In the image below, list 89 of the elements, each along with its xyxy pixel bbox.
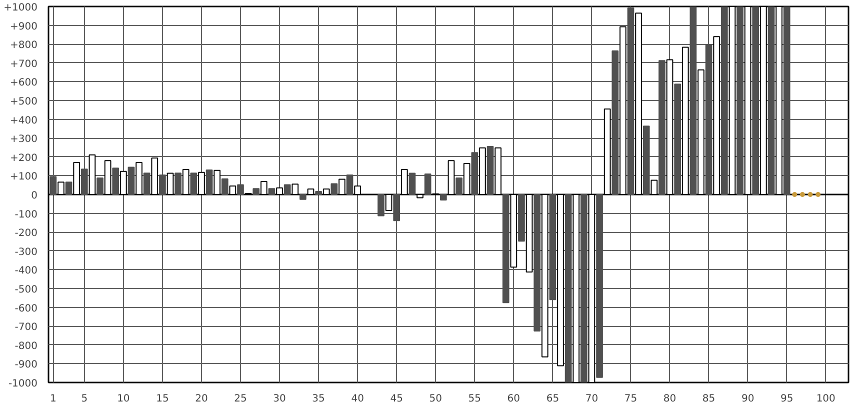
bar	[408, 172, 416, 195]
bar	[456, 177, 462, 195]
bar	[768, 6, 775, 195]
x-tick-label: 35	[312, 394, 325, 404]
bar	[518, 194, 525, 242]
x-tick-label: 1	[50, 394, 56, 404]
x-tick-label: 30	[273, 394, 286, 404]
x-tick-label: 5	[81, 394, 88, 404]
x-tick-label: 95	[780, 394, 794, 404]
y-tick-label: -400	[14, 266, 38, 277]
y-tick-label: +600	[10, 78, 38, 89]
y-tick-label: -1000	[8, 378, 38, 390]
bar	[502, 194, 510, 304]
bar	[237, 184, 244, 195]
bar	[252, 188, 260, 195]
y-tick-label: +300	[10, 134, 38, 146]
bar	[143, 172, 150, 195]
bar	[690, 6, 697, 195]
bar	[736, 6, 744, 195]
x-tick-label: 45	[390, 394, 403, 404]
bar	[627, 8, 634, 195]
bar	[159, 174, 166, 195]
bar	[424, 174, 432, 195]
x-tick-label: 70	[585, 394, 598, 404]
bar	[190, 172, 198, 195]
bar	[346, 174, 354, 195]
x-tick-label: 25	[234, 394, 247, 404]
y-tick-label: -200	[14, 228, 38, 240]
bar	[720, 6, 728, 195]
bar	[783, 6, 790, 195]
y-tick-label: +100	[10, 172, 38, 183]
bar	[674, 84, 681, 195]
bar	[612, 50, 619, 195]
x-tick-label: 20	[195, 394, 208, 404]
y-tick-label: -700	[14, 322, 38, 334]
bar	[300, 194, 306, 200]
y-tick-label: +900	[10, 21, 38, 32]
y-tick-label: -800	[14, 340, 38, 352]
bar	[486, 146, 494, 195]
x-tick-label: 60	[507, 394, 520, 404]
x-tick-label: 50	[429, 394, 442, 404]
bar	[284, 184, 291, 195]
y-tick-label: -100	[14, 209, 38, 220]
bar	[642, 126, 650, 195]
x-tick-label: 90	[741, 394, 754, 404]
bar	[534, 194, 541, 332]
bar	[315, 190, 322, 195]
y-tick-label: -900	[14, 360, 38, 371]
bar	[580, 194, 588, 382]
bar	[128, 166, 135, 195]
y-tick-label: -600	[14, 303, 38, 314]
y-tick-label: -500	[14, 284, 38, 296]
bar	[65, 182, 72, 195]
bar	[658, 60, 666, 195]
bar	[378, 194, 384, 216]
y-tick-label: 0	[31, 190, 38, 202]
x-tick-label: 10	[117, 394, 130, 404]
x-tick-label: 65	[546, 394, 560, 404]
y-tick-label: +400	[10, 115, 38, 126]
bar	[112, 168, 120, 195]
y-tick-label: +1000	[4, 2, 38, 14]
bar	[221, 178, 228, 195]
x-tick-label: 40	[351, 394, 364, 404]
bar	[705, 44, 712, 195]
bar	[440, 194, 447, 200]
x-tick-label: 85	[702, 394, 716, 404]
x-tick-label: 15	[156, 394, 169, 404]
y-tick-label: +200	[10, 152, 38, 164]
bar	[80, 168, 88, 195]
x-tick-label: 80	[663, 394, 676, 404]
bar	[564, 194, 572, 382]
bar	[330, 183, 338, 195]
y-tick-label: +800	[10, 40, 38, 52]
bar	[596, 194, 603, 378]
y-tick-label: -300	[14, 246, 38, 258]
bar	[471, 152, 478, 195]
y-tick-label: +700	[10, 58, 38, 70]
bar	[549, 194, 556, 300]
bar	[96, 177, 104, 195]
bar	[206, 170, 213, 195]
x-tick-label: 55	[468, 394, 482, 404]
bar	[752, 6, 760, 195]
bar	[393, 194, 400, 222]
bar	[50, 176, 57, 195]
y-tick-label: +500	[10, 96, 38, 108]
bar	[268, 188, 276, 195]
x-tick-label: 75	[624, 394, 638, 404]
x-tick-label: 100	[816, 394, 836, 404]
bar	[174, 172, 182, 195]
